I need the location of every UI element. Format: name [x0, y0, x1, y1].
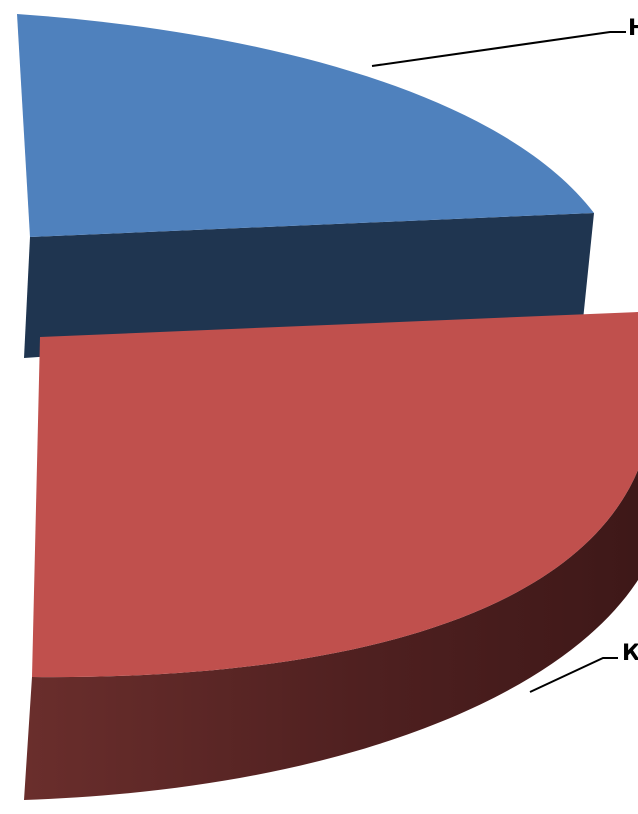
pie-slice-blue	[17, 14, 594, 358]
pie-slice-red	[24, 312, 638, 800]
data-label-red: К	[622, 641, 638, 666]
leader-line-blue	[371, 31, 626, 67]
leader-line-red	[529, 657, 618, 693]
label-group-blue: Н	[371, 16, 638, 67]
data-label-blue: Н	[628, 16, 638, 41]
pie-slice-red-side	[24, 470, 638, 800]
pie-slice-blue-top	[17, 14, 594, 237]
label-group-red: К	[529, 641, 638, 693]
pie-slice-red-top	[32, 312, 638, 678]
